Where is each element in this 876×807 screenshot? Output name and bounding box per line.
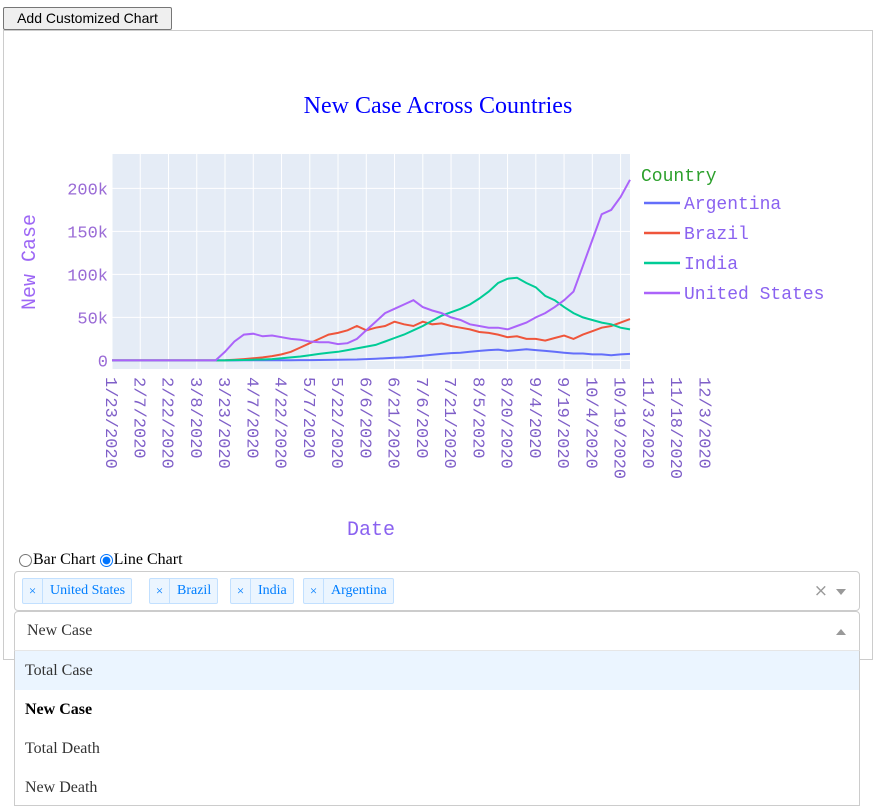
- legend-title: Country: [641, 167, 717, 187]
- x-tick-label: 12/3/2020: [693, 377, 712, 469]
- x-tick-label: 11/18/2020: [665, 377, 684, 479]
- chart-type-radio-group: Bar Chart Line Chart: [19, 549, 183, 571]
- remove-tag-icon[interactable]: ×: [304, 579, 324, 603]
- metric-dropdown[interactable]: New Case: [14, 611, 860, 651]
- chevron-up-icon[interactable]: [836, 629, 846, 635]
- chevron-down-icon[interactable]: [836, 589, 846, 595]
- y-tick-label: 0: [98, 353, 108, 372]
- add-customized-chart-button[interactable]: Add Customized Chart: [3, 7, 172, 30]
- metric-option-total-case[interactable]: Total Case: [15, 651, 859, 690]
- x-tick-label: 8/5/2020: [467, 377, 486, 459]
- legend-item-india[interactable]: India: [684, 255, 738, 275]
- line-chart-radio[interactable]: [99, 553, 113, 567]
- x-tick-label: 7/6/2020: [411, 377, 430, 459]
- bar-chart-option[interactable]: Bar Chart: [19, 551, 96, 569]
- tag-label: Argentina: [331, 583, 387, 598]
- tag-label: India: [258, 583, 287, 598]
- legend-item-brazil[interactable]: Brazil: [684, 225, 749, 245]
- y-tick-label: 50k: [77, 310, 108, 329]
- series-lines: [112, 179, 631, 362]
- x-tick-label: 1/23/2020: [100, 377, 119, 469]
- metric-option-total-death[interactable]: Total Death: [25, 740, 100, 757]
- clear-all-icon[interactable]: ×: [813, 581, 828, 601]
- country-tag-india: × India: [230, 578, 294, 604]
- remove-tag-icon[interactable]: ×: [23, 579, 43, 603]
- grid-lines: [111, 154, 706, 369]
- x-tick-label: 11/3/2020: [637, 377, 656, 469]
- chart-title: New Case Across Countries: [304, 93, 573, 119]
- x-axis-ticks: 1/23/2020 2/7/2020 2/22/2020 3/8/2020 3/23/2…: [100, 377, 712, 479]
- x-tick-label: 2/22/2020: [157, 377, 176, 469]
- x-tick-label: 3/23/2020: [213, 377, 232, 469]
- x-tick-label: 6/21/2020: [383, 377, 402, 469]
- y-tick-label: 200k: [67, 181, 108, 200]
- country-multiselect[interactable]: × United States × Brazil × India × Argen…: [14, 571, 860, 611]
- remove-tag-icon[interactable]: ×: [231, 579, 251, 603]
- tag-label: Brazil: [177, 583, 212, 598]
- country-tag-argentina: × Argentina: [303, 578, 394, 604]
- tag-label: United States: [50, 583, 126, 598]
- y-tick-label: 100k: [67, 267, 108, 286]
- y-axis-label: New Case: [19, 214, 42, 310]
- country-tag-brazil: × Brazil: [149, 578, 219, 604]
- x-tick-label: 8/20/2020: [496, 377, 515, 469]
- legend-item-argentina[interactable]: Argentina: [684, 195, 781, 215]
- x-tick-label: 4/22/2020: [270, 377, 289, 469]
- x-tick-label: 6/6/2020: [354, 377, 373, 459]
- remove-tag-icon[interactable]: ×: [150, 579, 170, 603]
- bar-chart-label: Bar Chart: [33, 551, 96, 568]
- x-tick-label: 7/21/2020: [439, 377, 458, 469]
- bar-chart-radio[interactable]: [19, 553, 32, 567]
- x-tick-label: 4/7/2020: [241, 377, 260, 459]
- x-tick-label: 5/22/2020: [326, 377, 345, 469]
- y-tick-label: 150k: [67, 224, 108, 243]
- plot-background: [112, 154, 630, 369]
- x-axis-label: Date: [347, 519, 395, 542]
- y-axis-ticks: 0 50k 100k 150k 200k: [67, 181, 108, 372]
- x-tick-label: 3/8/2020: [185, 377, 204, 459]
- legend-item-united-states[interactable]: United States: [684, 285, 824, 305]
- line-chart-label: Line Chart: [113, 551, 183, 568]
- x-tick-label: 10/19/2020: [609, 377, 628, 479]
- chart-panel: New Case Across Countries 0 50k 100k 150k 20…: [3, 30, 873, 660]
- metric-selected-value: New Case: [27, 622, 93, 639]
- metric-option-new-death[interactable]: New Death: [25, 779, 98, 796]
- x-tick-label: 2/7/2020: [128, 377, 147, 459]
- country-tag-united-states: × United States: [22, 578, 133, 604]
- x-tick-label: 9/4/2020: [524, 377, 543, 459]
- x-tick-label: 10/4/2020: [580, 377, 599, 469]
- line-chart-option[interactable]: Line Chart: [99, 551, 183, 569]
- x-tick-label: 9/19/2020: [552, 377, 571, 469]
- metric-option-new-case[interactable]: New Case: [25, 701, 93, 718]
- metric-dropdown-menu: Total Case New Case Total Death New Deat…: [14, 650, 860, 806]
- legend[interactable]: Argentina Brazil India United States: [644, 195, 824, 305]
- line-chart: New Case Across Countries 0 50k 100k 150k 20…: [19, 93, 824, 542]
- x-tick-label: 5/7/2020: [298, 377, 317, 459]
- series-line-united-states: [112, 179, 631, 362]
